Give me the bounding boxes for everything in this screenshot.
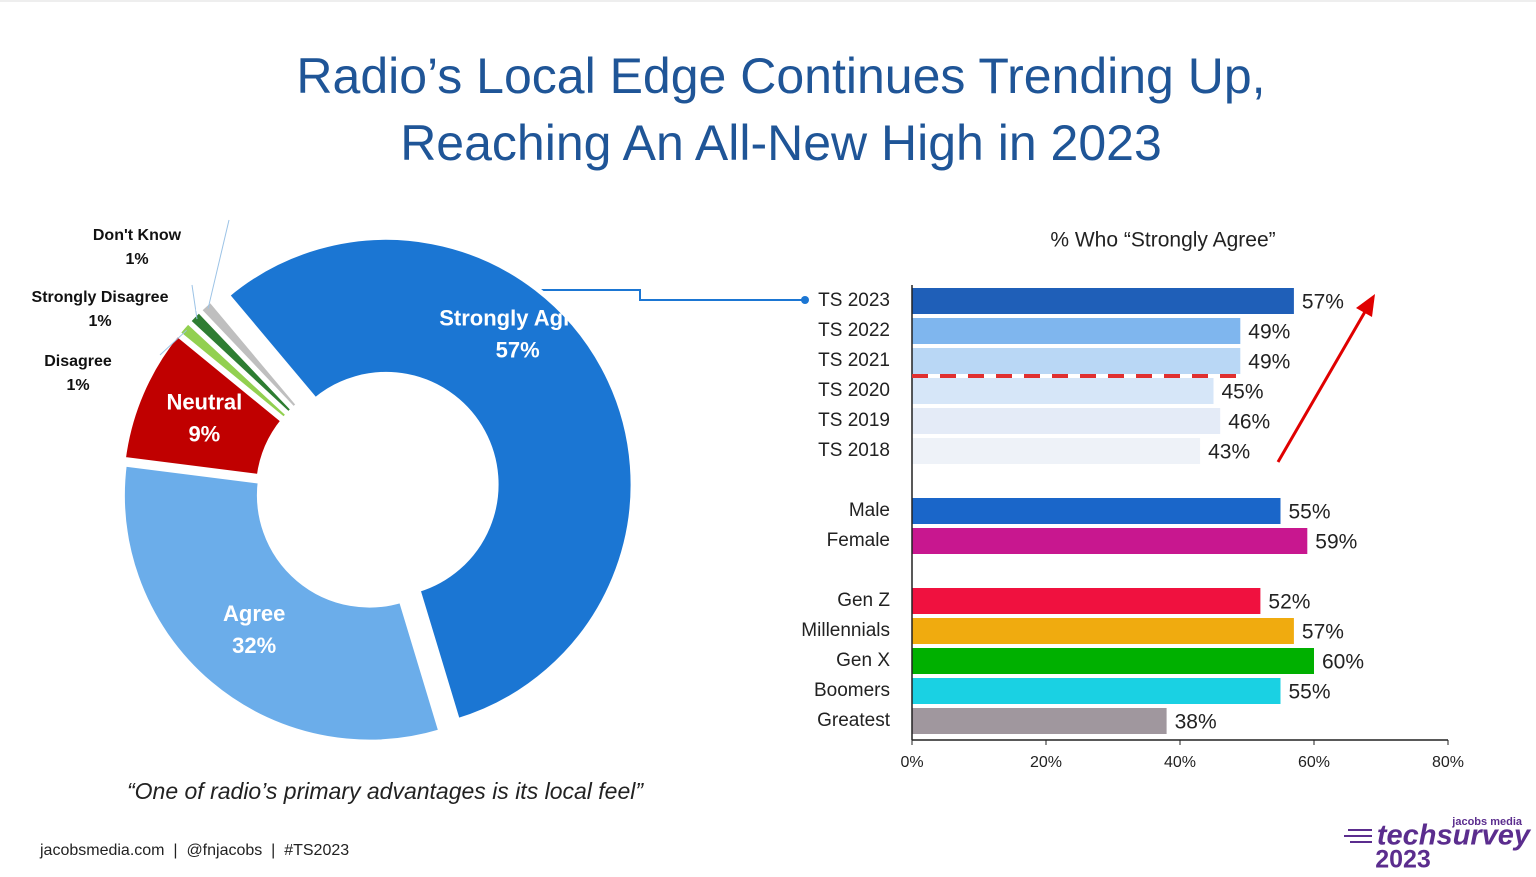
y-tick-label: TS 2019: [818, 410, 890, 431]
value-label: 60%: [1322, 651, 1364, 674]
y-tick-label: Boomers: [814, 680, 890, 701]
logo-year: 2023: [1375, 846, 1431, 874]
footer-text: jacobsmedia.com | @fnjacobs | #TS2023: [39, 842, 349, 859]
caption: “One of radio’s primary advantages is it…: [127, 778, 644, 804]
donut-slice: [119, 461, 445, 745]
connector: [525, 289, 805, 301]
slice-label: Strongly Agree: [439, 306, 596, 331]
slice-label: Strongly Disagree: [32, 289, 169, 306]
connector-dot: [801, 296, 809, 304]
bar: [912, 498, 1281, 524]
donut-slice: [195, 296, 303, 413]
slice-value-label: 32%: [232, 633, 276, 658]
bar: [912, 408, 1221, 434]
value-label: 49%: [1248, 351, 1290, 374]
x-tick-label: 20%: [1030, 754, 1062, 771]
title-line: Radio’s Local Edge Continues Trending Up…: [296, 48, 1265, 104]
bar: [912, 378, 1214, 404]
bar: [912, 618, 1294, 644]
y-tick-label: TS 2020: [818, 380, 890, 401]
trend-arrow: [1276, 309, 1368, 463]
value-label: 57%: [1302, 291, 1344, 314]
bar: [912, 648, 1314, 674]
y-tick-label: TS 2022: [818, 320, 890, 341]
value-label: 55%: [1289, 681, 1331, 704]
y-tick-label: Gen Z: [837, 590, 890, 611]
slice-label: Don't Know: [93, 227, 182, 244]
logo-main: techsurvey: [1377, 820, 1532, 852]
chart-title: % Who “Strongly Agree”: [1050, 229, 1275, 252]
bar: [912, 708, 1167, 734]
leader-line: [159, 329, 187, 356]
leader-line: [191, 284, 198, 320]
trend-arrowhead: [1356, 294, 1375, 317]
value-label: 55%: [1289, 501, 1331, 524]
y-tick-label: Millennials: [801, 620, 890, 641]
x-tick-label: 0%: [900, 754, 923, 771]
title-line: Reaching An All-New High in 2023: [400, 115, 1162, 171]
slice-value-label: 9%: [188, 422, 220, 447]
y-tick-label: TS 2021: [818, 350, 890, 371]
slice-value-label: 57%: [496, 338, 540, 363]
slice-value-label: 1%: [88, 313, 111, 330]
bar: [912, 288, 1294, 314]
bar: [912, 528, 1308, 554]
x-tick-label: 60%: [1298, 754, 1330, 771]
value-label: 52%: [1268, 591, 1310, 614]
value-label: 45%: [1222, 381, 1264, 404]
slice-value-label: 1%: [66, 377, 89, 394]
value-label: 38%: [1175, 711, 1217, 734]
bar: [912, 588, 1261, 614]
value-label: 43%: [1208, 441, 1250, 464]
value-label: 59%: [1315, 531, 1357, 554]
y-tick-label: Gen X: [836, 650, 890, 671]
slice-label: Neutral: [166, 390, 242, 415]
slice-value-label: 1%: [125, 251, 148, 268]
slice-label: Agree: [223, 601, 285, 626]
value-label: 49%: [1248, 321, 1290, 344]
bar: [912, 438, 1201, 464]
y-tick-label: Male: [849, 500, 890, 521]
x-tick-label: 80%: [1432, 754, 1464, 771]
logo-small: jacobs media: [1451, 816, 1523, 828]
bar: [912, 318, 1241, 344]
bar: [912, 678, 1281, 704]
y-tick-label: Greatest: [817, 710, 891, 731]
y-tick-label: TS 2023: [818, 290, 890, 311]
leader-line: [207, 219, 230, 309]
donut-slice: [223, 234, 636, 724]
bar: [912, 348, 1241, 374]
y-tick-label: Female: [827, 530, 890, 551]
y-tick-label: TS 2018: [818, 440, 890, 461]
x-tick-label: 40%: [1164, 754, 1196, 771]
value-label: 57%: [1302, 621, 1344, 644]
value-label: 46%: [1228, 411, 1270, 434]
slice-label: Disagree: [44, 353, 112, 370]
logo-lines: [1344, 829, 1372, 843]
